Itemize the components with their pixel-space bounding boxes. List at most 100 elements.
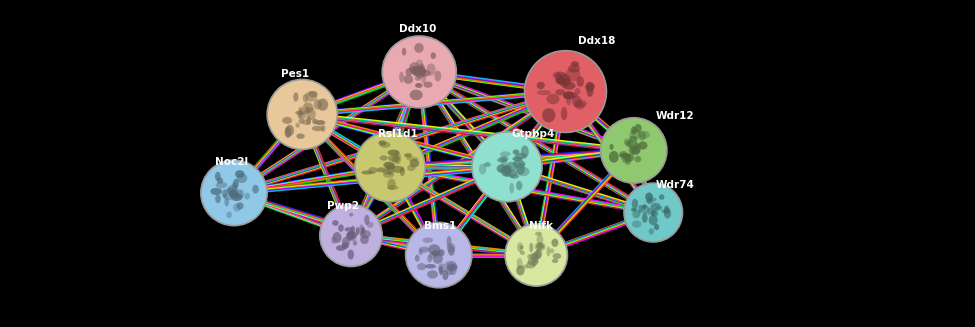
Ellipse shape xyxy=(351,230,355,235)
Ellipse shape xyxy=(574,102,585,110)
Ellipse shape xyxy=(504,165,512,177)
Ellipse shape xyxy=(546,247,550,256)
Ellipse shape xyxy=(447,264,457,270)
Ellipse shape xyxy=(631,127,637,134)
Ellipse shape xyxy=(427,255,432,262)
Ellipse shape xyxy=(624,139,630,146)
Ellipse shape xyxy=(432,250,439,256)
Ellipse shape xyxy=(382,169,392,175)
Ellipse shape xyxy=(645,193,653,201)
Ellipse shape xyxy=(536,235,543,245)
Ellipse shape xyxy=(497,158,507,163)
Ellipse shape xyxy=(639,131,646,141)
Ellipse shape xyxy=(222,190,227,198)
Ellipse shape xyxy=(414,66,424,72)
Ellipse shape xyxy=(472,132,542,202)
Ellipse shape xyxy=(522,265,528,269)
Ellipse shape xyxy=(502,166,509,171)
Ellipse shape xyxy=(499,167,511,173)
Ellipse shape xyxy=(651,210,655,215)
Ellipse shape xyxy=(388,149,400,156)
Ellipse shape xyxy=(282,117,292,124)
Ellipse shape xyxy=(361,228,366,235)
Ellipse shape xyxy=(394,152,401,164)
Ellipse shape xyxy=(235,170,245,178)
Ellipse shape xyxy=(586,84,594,97)
Ellipse shape xyxy=(237,173,248,183)
Ellipse shape xyxy=(231,193,243,201)
Ellipse shape xyxy=(286,125,294,136)
Ellipse shape xyxy=(447,236,451,247)
Ellipse shape xyxy=(386,165,391,171)
Ellipse shape xyxy=(501,166,509,177)
Ellipse shape xyxy=(414,76,421,81)
Ellipse shape xyxy=(642,205,649,214)
Ellipse shape xyxy=(505,224,567,286)
Ellipse shape xyxy=(353,240,357,246)
Ellipse shape xyxy=(407,157,418,161)
Ellipse shape xyxy=(295,123,300,128)
Ellipse shape xyxy=(216,178,223,184)
Ellipse shape xyxy=(427,270,438,279)
Text: Ddx10: Ddx10 xyxy=(399,24,436,34)
Ellipse shape xyxy=(318,98,329,111)
Ellipse shape xyxy=(233,179,239,188)
Ellipse shape xyxy=(413,65,426,78)
Ellipse shape xyxy=(527,254,532,259)
Ellipse shape xyxy=(383,162,394,168)
Ellipse shape xyxy=(359,224,365,235)
Ellipse shape xyxy=(484,162,490,167)
Ellipse shape xyxy=(387,185,399,190)
Ellipse shape xyxy=(529,243,533,252)
Ellipse shape xyxy=(211,188,222,195)
Ellipse shape xyxy=(346,232,355,240)
Ellipse shape xyxy=(406,68,412,76)
Ellipse shape xyxy=(297,112,306,119)
Ellipse shape xyxy=(384,162,396,169)
Ellipse shape xyxy=(226,187,234,193)
Ellipse shape xyxy=(351,226,355,233)
Ellipse shape xyxy=(570,61,579,67)
Ellipse shape xyxy=(344,227,353,232)
Ellipse shape xyxy=(414,43,424,53)
Ellipse shape xyxy=(305,106,310,113)
Ellipse shape xyxy=(439,266,443,275)
Ellipse shape xyxy=(633,141,638,146)
Ellipse shape xyxy=(510,174,519,179)
Ellipse shape xyxy=(419,247,429,253)
Ellipse shape xyxy=(564,92,577,99)
Ellipse shape xyxy=(367,222,373,228)
Ellipse shape xyxy=(446,267,453,275)
Ellipse shape xyxy=(631,145,635,155)
Ellipse shape xyxy=(429,252,437,258)
Ellipse shape xyxy=(386,165,395,169)
Ellipse shape xyxy=(629,146,637,155)
Ellipse shape xyxy=(520,251,525,255)
Ellipse shape xyxy=(223,193,234,200)
Ellipse shape xyxy=(623,153,634,162)
Ellipse shape xyxy=(425,264,436,268)
Ellipse shape xyxy=(636,144,641,153)
Ellipse shape xyxy=(336,245,346,251)
Text: Wdr74: Wdr74 xyxy=(655,180,694,190)
Ellipse shape xyxy=(635,156,642,162)
Ellipse shape xyxy=(648,228,654,235)
Ellipse shape xyxy=(626,141,631,147)
Ellipse shape xyxy=(654,224,659,230)
Ellipse shape xyxy=(521,146,528,158)
Ellipse shape xyxy=(448,246,454,256)
Ellipse shape xyxy=(391,155,400,163)
Ellipse shape xyxy=(421,72,426,83)
Ellipse shape xyxy=(479,164,487,175)
Ellipse shape xyxy=(650,203,661,211)
Ellipse shape xyxy=(513,160,526,168)
Ellipse shape xyxy=(346,231,357,239)
Ellipse shape xyxy=(399,72,404,83)
Ellipse shape xyxy=(312,118,318,124)
Text: Pes1: Pes1 xyxy=(281,69,309,79)
Ellipse shape xyxy=(415,83,422,88)
Ellipse shape xyxy=(630,129,641,140)
Ellipse shape xyxy=(214,172,220,181)
Ellipse shape xyxy=(332,232,341,243)
Ellipse shape xyxy=(418,63,425,76)
